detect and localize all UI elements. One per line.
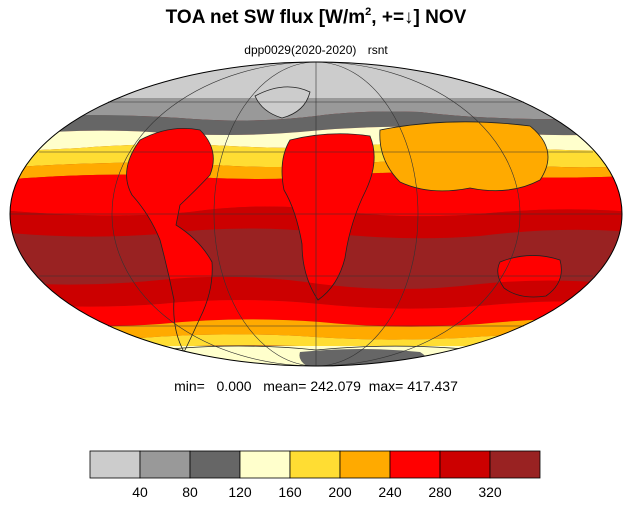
title-suffix: , +=↓] NOV [371,7,467,28]
min-label: min= [174,378,205,394]
min-value: 0.000 [216,378,252,394]
globe-outline [9,61,623,367]
colorbar-tick-label: 320 [478,484,502,500]
colorbar-box [139,450,191,479]
plot-subtitle: dpp0029(2020-2020) rsnt [0,43,632,57]
run-label: dpp0029(2020-2020) [244,43,357,57]
colorbar: 40 80 120 160 200 240 280 320 [89,450,541,500]
colorbar-boxes [89,450,541,479]
colorbar-box [339,450,391,479]
colorbar-tick-label: 200 [328,484,352,500]
colorbar-box [189,450,241,479]
title-exponent: 2 [365,6,372,18]
colorbar-box [389,450,441,479]
colorbar-tick-label: 240 [378,484,402,500]
plot-title: TOA net SW flux [W/m2, +=↓] NOV [0,6,632,29]
stats-line: min= 0.000 mean= 242.079 max= 417.437 [0,378,632,394]
colorbar-box [489,450,541,479]
mean-value: 242.079 [310,378,361,394]
colorbar-tick-label: 80 [182,484,198,500]
colorbar-box [439,450,491,479]
colorbar-tick-label: 40 [132,484,148,500]
max-value: 417.437 [407,378,458,394]
colorbar-box [89,450,141,479]
mean-label: mean= [263,378,307,394]
title-prefix: TOA net SW flux [W/m [165,7,366,28]
colorbar-tick-label: 280 [428,484,452,500]
antarctic-dark-patch [299,349,427,366]
global-map [9,61,623,367]
colorbar-box [289,450,341,479]
variable-label: rsnt [367,43,388,57]
greenland-landmass [255,86,310,118]
colorbar-labels: 40 80 120 160 200 240 280 320 [132,484,502,500]
asia-landmass [379,121,548,191]
colorbar-tick-label: 120 [228,484,252,500]
colorbar-tick-label: 160 [278,484,302,500]
max-label: max= [368,378,404,394]
africa-europe-landmass [282,133,375,300]
colorbar-box [239,450,291,479]
